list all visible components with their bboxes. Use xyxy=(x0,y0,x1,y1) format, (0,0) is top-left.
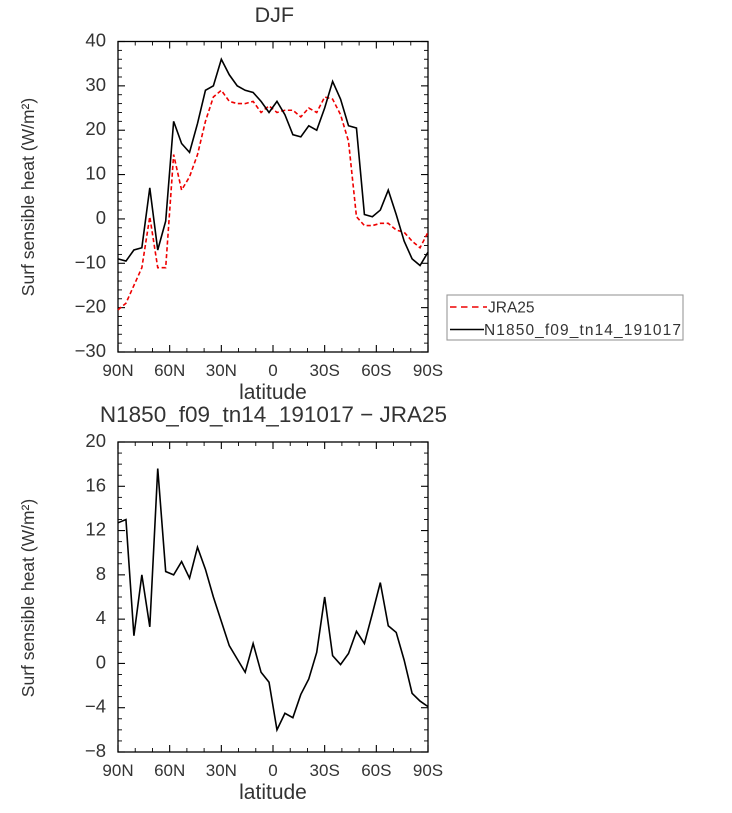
svg-text:latitude: latitude xyxy=(239,781,307,804)
svg-text:−20: −20 xyxy=(75,296,106,317)
svg-text:0: 0 xyxy=(268,761,277,780)
svg-text:−8: −8 xyxy=(85,740,106,761)
svg-text:12: 12 xyxy=(85,519,106,540)
svg-text:60S: 60S xyxy=(361,761,391,780)
svg-text:90N: 90N xyxy=(102,361,133,380)
svg-text:30N: 30N xyxy=(206,761,237,780)
svg-text:60N: 60N xyxy=(154,761,185,780)
svg-text:30N: 30N xyxy=(206,361,237,380)
svg-text:8: 8 xyxy=(96,563,106,584)
svg-text:16: 16 xyxy=(85,474,106,495)
svg-text:N1850_f09_tn14_191017 − JRA25: N1850_f09_tn14_191017 − JRA25 xyxy=(100,402,447,427)
svg-text:10: 10 xyxy=(85,163,106,184)
svg-text:0: 0 xyxy=(268,361,277,380)
svg-text:60N: 60N xyxy=(154,361,185,380)
svg-text:latitude: latitude xyxy=(239,381,307,404)
svg-text:DJF: DJF xyxy=(255,3,294,27)
svg-text:90S: 90S xyxy=(413,361,443,380)
svg-text:−4: −4 xyxy=(85,696,106,717)
svg-text:0: 0 xyxy=(96,207,106,228)
svg-text:−10: −10 xyxy=(75,251,106,272)
svg-text:20: 20 xyxy=(85,430,106,451)
svg-text:JRA25: JRA25 xyxy=(488,300,535,317)
svg-text:20: 20 xyxy=(85,118,106,139)
svg-text:Surf sensible heat (W/m²): Surf sensible heat (W/m²) xyxy=(18,98,38,296)
svg-text:0: 0 xyxy=(96,651,106,672)
svg-text:90N: 90N xyxy=(102,761,133,780)
svg-text:90S: 90S xyxy=(413,761,443,780)
svg-text:−30: −30 xyxy=(75,340,106,361)
svg-text:30S: 30S xyxy=(310,761,340,780)
svg-text:60S: 60S xyxy=(361,361,391,380)
svg-text:4: 4 xyxy=(96,607,106,628)
svg-text:30S: 30S xyxy=(310,361,340,380)
svg-text:Surf sensible heat (W/m²): Surf sensible heat (W/m²) xyxy=(18,499,38,697)
svg-text:30: 30 xyxy=(85,74,106,95)
svg-text:40: 40 xyxy=(85,30,106,51)
svg-text:N1850_f09_tn14_191017: N1850_f09_tn14_191017 xyxy=(484,322,682,339)
